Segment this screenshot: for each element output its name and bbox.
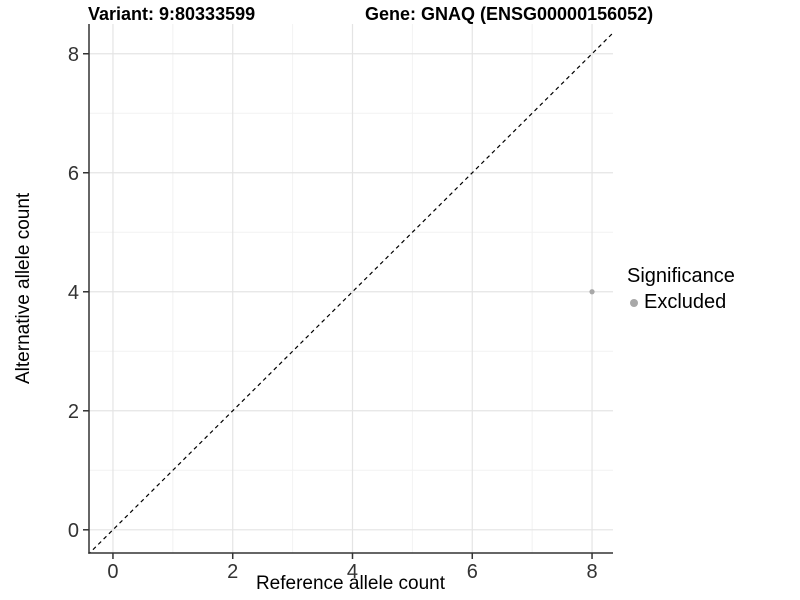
- y-tick-label: 8: [68, 44, 79, 66]
- y-tick-label: 4: [68, 282, 79, 304]
- legend: Significance Excluded: [627, 265, 735, 314]
- y-tick-label: 2: [68, 401, 79, 423]
- x-tick-label: 0: [107, 561, 118, 583]
- x-tick-label: 8: [586, 561, 597, 583]
- y-tick-label: 0: [68, 520, 79, 542]
- variant-title: Variant: 9:80333599: [88, 4, 256, 24]
- y-tick-label: 6: [68, 163, 79, 185]
- legend-item-label: Excluded: [644, 291, 727, 313]
- x-axis-title: Reference allele count: [255, 573, 446, 594]
- plot-panel: 0 2 4 6 8 0 2 4 6 8: [68, 24, 613, 583]
- data-point: [589, 289, 595, 295]
- y-axis-title: Alternative allele count: [13, 192, 34, 385]
- gene-title: Gene: GNAQ (ENSG00000156052): [365, 4, 654, 24]
- identity-line: [89, 32, 613, 553]
- legend-key-dot: [630, 298, 638, 307]
- x-tick-label: 6: [467, 561, 478, 583]
- panel-background: [89, 24, 613, 553]
- x-tick-label: 4: [347, 561, 358, 583]
- legend-title: Significance: [627, 265, 735, 287]
- legend-item-excluded: Excluded: [627, 291, 735, 314]
- x-tick-label: 2: [227, 561, 238, 583]
